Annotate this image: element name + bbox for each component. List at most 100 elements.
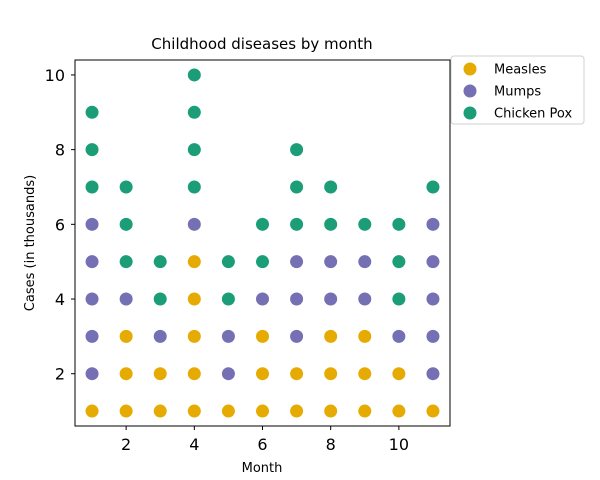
point-mumps-23 xyxy=(426,217,440,231)
point-measles-22 xyxy=(358,329,372,343)
point-mumps-17 xyxy=(358,255,372,269)
point-mumps-21 xyxy=(426,292,440,306)
x-tick-label: 8 xyxy=(326,435,336,454)
point-mumps-5 xyxy=(119,292,133,306)
point-mumps-7 xyxy=(187,217,201,231)
point-measles-1 xyxy=(119,404,133,418)
point-measles-5 xyxy=(153,367,167,381)
x-axis-ticks: 2 4 6 8 10 xyxy=(121,426,409,454)
point-measles-19 xyxy=(324,329,338,343)
point-mumps-3 xyxy=(85,255,99,269)
point-chicken-pox-13 xyxy=(221,255,235,269)
point-measles-23 xyxy=(392,404,406,418)
y-axis-ticks: 2 4 6 8 10 xyxy=(45,66,75,384)
point-measles-4 xyxy=(153,404,167,418)
point-chicken-pox-17 xyxy=(290,180,304,194)
point-chicken-pox-24 xyxy=(392,217,406,231)
point-chicken-pox-5 xyxy=(119,180,133,194)
point-mumps-13 xyxy=(290,255,304,269)
point-measles-24 xyxy=(392,367,406,381)
y-tick-label: 6 xyxy=(55,215,65,234)
plot-marks xyxy=(85,68,440,418)
x-axis-label: Month xyxy=(242,461,283,476)
point-measles-15 xyxy=(290,404,304,418)
point-measles-0 xyxy=(85,404,99,418)
point-mumps-12 xyxy=(290,292,304,306)
point-chicken-pox-18 xyxy=(290,143,304,157)
point-chicken-pox-7 xyxy=(153,255,167,269)
point-chicken-pox-1 xyxy=(85,143,99,157)
point-chicken-pox-25 xyxy=(426,180,440,194)
legend-marker-chicken-pox xyxy=(463,106,477,120)
x-tick-label: 10 xyxy=(389,435,409,454)
point-measles-25 xyxy=(426,404,440,418)
chart-title: Childhood diseases by month xyxy=(151,35,372,53)
point-chicken-pox-6 xyxy=(153,292,167,306)
point-measles-7 xyxy=(187,367,201,381)
point-mumps-1 xyxy=(85,329,99,343)
legend: Measles Mumps Chicken Pox xyxy=(450,55,585,125)
point-chicken-pox-4 xyxy=(119,217,133,231)
point-mumps-0 xyxy=(85,367,99,381)
legend-label-measles: Measles xyxy=(494,63,547,78)
point-mumps-14 xyxy=(324,292,338,306)
point-measles-11 xyxy=(221,404,235,418)
y-tick-label: 4 xyxy=(55,290,65,309)
y-tick-label: 2 xyxy=(55,365,65,384)
point-measles-20 xyxy=(358,404,372,418)
point-chicken-pox-14 xyxy=(256,255,269,269)
x-tick-label: 2 xyxy=(121,435,131,454)
point-mumps-18 xyxy=(392,329,406,343)
point-chicken-pox-2 xyxy=(85,105,99,119)
legend-label-mumps: Mumps xyxy=(494,85,541,100)
x-tick-label: 4 xyxy=(189,435,199,454)
point-mumps-22 xyxy=(426,255,440,269)
point-measles-17 xyxy=(324,404,338,418)
point-mumps-16 xyxy=(358,292,372,306)
point-chicken-pox-9 xyxy=(187,143,201,157)
point-chicken-pox-10 xyxy=(187,105,201,119)
point-mumps-15 xyxy=(324,255,338,269)
point-measles-6 xyxy=(187,404,201,418)
point-measles-14 xyxy=(256,329,269,343)
point-measles-13 xyxy=(256,367,269,381)
point-measles-12 xyxy=(256,404,269,418)
point-measles-8 xyxy=(187,329,201,343)
point-chicken-pox-11 xyxy=(187,68,201,82)
point-measles-18 xyxy=(324,367,338,381)
legend-marker-mumps xyxy=(463,84,477,98)
point-chicken-pox-23 xyxy=(392,255,406,269)
legend-label-chicken-pox: Chicken Pox xyxy=(494,107,572,122)
point-chicken-pox-22 xyxy=(392,292,406,306)
point-measles-10 xyxy=(187,255,201,269)
point-mumps-4 xyxy=(85,217,99,231)
x-tick-label: 6 xyxy=(257,435,267,454)
point-measles-2 xyxy=(119,367,133,381)
point-chicken-pox-21 xyxy=(358,217,372,231)
point-measles-21 xyxy=(358,367,372,381)
point-chicken-pox-12 xyxy=(221,292,235,306)
point-chicken-pox-20 xyxy=(324,180,338,194)
point-mumps-20 xyxy=(426,329,440,343)
point-chicken-pox-0 xyxy=(85,180,99,194)
point-mumps-6 xyxy=(153,329,167,343)
point-chicken-pox-15 xyxy=(256,217,269,231)
point-measles-3 xyxy=(119,329,133,343)
point-mumps-8 xyxy=(221,367,235,381)
y-tick-label: 8 xyxy=(55,141,65,160)
point-mumps-11 xyxy=(290,329,304,343)
point-chicken-pox-19 xyxy=(324,217,338,231)
legend-marker-measles xyxy=(463,62,477,76)
y-tick-label: 10 xyxy=(45,66,65,85)
y-axis-label: Cases (in thousands) xyxy=(23,175,38,311)
point-measles-16 xyxy=(290,367,304,381)
point-mumps-19 xyxy=(426,367,440,381)
legend-frame xyxy=(450,55,585,125)
point-chicken-pox-16 xyxy=(290,217,304,231)
point-mumps-2 xyxy=(85,292,99,306)
point-chicken-pox-8 xyxy=(187,180,201,194)
point-chicken-pox-3 xyxy=(119,255,133,269)
point-mumps-9 xyxy=(221,329,235,343)
point-measles-9 xyxy=(187,292,201,306)
